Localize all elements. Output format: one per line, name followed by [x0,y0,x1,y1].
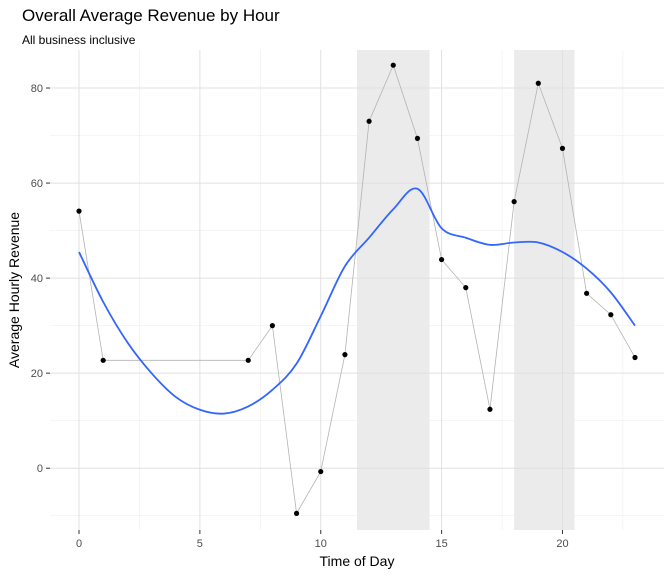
data-point [366,118,372,124]
data-point [269,323,275,329]
data-point [559,145,566,151]
data-points [76,62,638,516]
x-axis-title: Time of Day [320,553,395,569]
x-tick-label: 5 [197,538,203,550]
data-point [632,354,638,361]
x-tick-label: 0 [76,538,82,550]
smooth-trend-line [78,187,636,415]
data-point [76,208,82,214]
data-point [535,80,541,86]
data-point [342,352,348,358]
data-point [463,285,469,291]
data-point [511,199,517,205]
data-point [584,290,590,296]
y-tick-label: 80 [31,83,43,95]
data-point [100,357,106,363]
chart-subtitle: All business inclusive [22,33,136,47]
axes: 0 5 10 15 20 0 20 40 60 80 [31,83,569,550]
y-axis-title: Average Hourly Revenue [6,212,22,368]
x-tick-label: 10 [315,538,327,550]
data-point [439,256,445,263]
data-point [293,510,300,516]
data-point [318,468,324,475]
data-point [487,406,493,412]
x-tick-label: 20 [556,538,568,550]
shaded-range-1 [514,50,575,530]
data-point [414,135,421,141]
y-tick-label: 20 [31,368,43,380]
data-point [245,357,251,363]
chart-title: Overall Average Revenue by Hour [22,6,280,25]
data-point [608,312,614,318]
shaded-ranges [357,50,575,530]
data-point [390,62,396,68]
y-tick-label: 60 [31,178,43,190]
gridlines [50,50,664,530]
shaded-range-0 [357,50,430,530]
y-tick-label: 40 [31,273,43,285]
x-tick-label: 15 [435,538,447,550]
y-tick-label: 0 [37,463,43,475]
